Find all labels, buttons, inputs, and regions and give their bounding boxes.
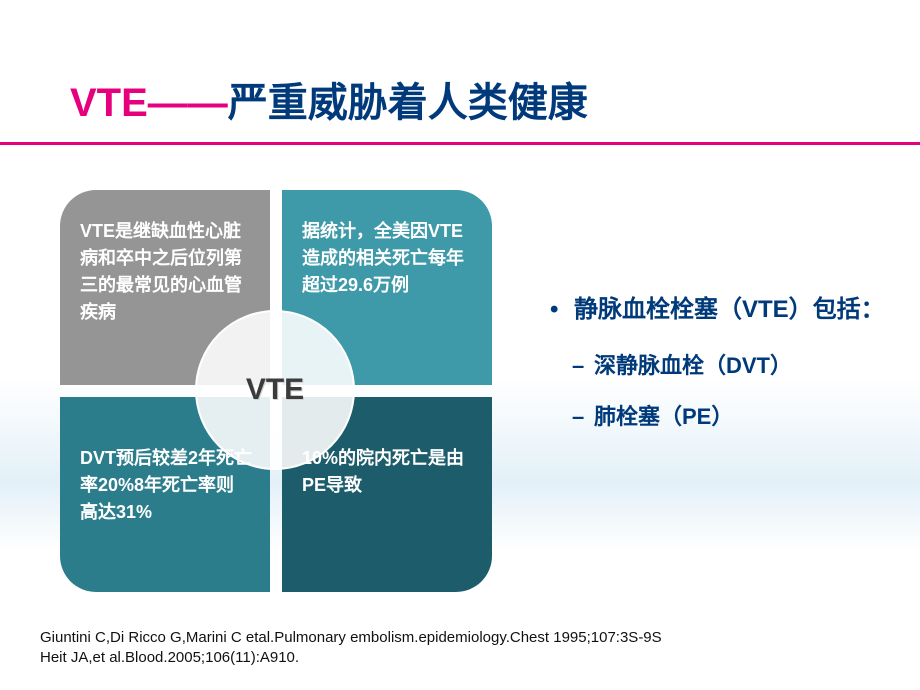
- reference-line-2: Heit JA,et al.Blood.2005;106(11):A910.: [40, 648, 662, 668]
- bullet-sub-1: 深静脉血栓（DVT）: [550, 349, 920, 382]
- quad-center-label: VTE: [246, 373, 304, 407]
- content-area: VTE是继缺血性心脏病和卒中之后位列第三的最常见的心血管疾病 据统计，全美因VT…: [40, 180, 890, 610]
- title-area: VTE——严重威胁着人类健康: [0, 0, 920, 136]
- bullet-main: 静脉血栓栓塞（VTE）包括：: [550, 290, 920, 331]
- quad-diagram: VTE是继缺血性心脏病和卒中之后位列第三的最常见的心血管疾病 据统计，全美因VT…: [40, 180, 520, 610]
- page-title: VTE——严重威胁着人类健康: [70, 70, 920, 128]
- quad-center-circle: VTE: [195, 310, 355, 470]
- bullet-list: 静脉血栓栓塞（VTE）包括： 深静脉血栓（DVT） 肺栓塞（PE）: [550, 290, 920, 433]
- title-rest: 严重威胁着人类健康: [228, 81, 588, 125]
- reference-line-1: Giuntini C,Di Ricco G,Marini C etal.Pulm…: [40, 628, 662, 648]
- title-vte: VTE——: [70, 81, 228, 125]
- bullet-sub-2: 肺栓塞（PE）: [550, 400, 920, 433]
- title-divider: [0, 142, 920, 145]
- references: Giuntini C,Di Ricco G,Marini C etal.Pulm…: [40, 628, 662, 669]
